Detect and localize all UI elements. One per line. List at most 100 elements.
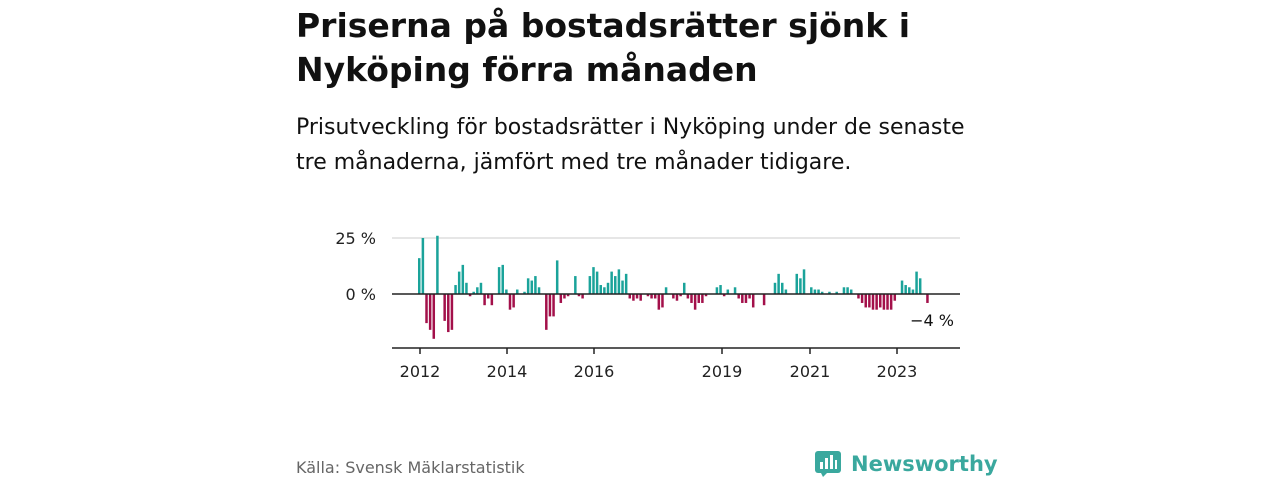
bar	[900, 280, 904, 294]
bar	[784, 289, 788, 294]
bar	[428, 294, 432, 330]
bar	[653, 294, 657, 299]
bar	[781, 282, 784, 294]
x-tick-label: 2019	[702, 362, 743, 381]
bar	[686, 294, 690, 299]
bar	[846, 287, 849, 294]
bar	[614, 276, 617, 294]
y-tick-label: 0 %	[346, 285, 376, 304]
bar	[868, 294, 871, 308]
bar	[661, 294, 664, 308]
source-note: Källa: Svensk Mäklarstatistik	[296, 458, 525, 477]
bar	[595, 271, 599, 294]
bar	[875, 294, 878, 310]
bar	[701, 294, 704, 303]
x-tick-label: 2021	[790, 362, 831, 381]
bar	[432, 294, 436, 339]
bar	[795, 273, 799, 294]
bar	[490, 294, 494, 306]
bar	[548, 294, 552, 317]
bar	[835, 291, 838, 294]
bar	[603, 287, 606, 294]
bar	[715, 287, 719, 294]
x-tick-label: 2014	[487, 362, 528, 381]
bar	[512, 294, 515, 308]
bar	[748, 294, 751, 299]
bar	[635, 294, 639, 299]
axes: 25 % 0 % 2012 2014 2016 2019 2021 2023 −4 %	[335, 229, 960, 381]
bar	[574, 276, 577, 294]
bar	[628, 294, 632, 299]
bar	[505, 289, 508, 294]
bar	[559, 294, 563, 303]
bar	[810, 287, 813, 294]
bar	[450, 294, 454, 330]
bar	[483, 294, 486, 306]
bar	[501, 264, 504, 294]
bar	[465, 282, 468, 294]
bar	[697, 294, 701, 303]
bar	[617, 269, 621, 294]
bar	[693, 294, 697, 310]
bar	[418, 258, 421, 294]
bar	[610, 271, 613, 294]
bar	[911, 289, 915, 294]
bar	[479, 282, 483, 294]
bar	[457, 271, 461, 294]
bar	[526, 278, 530, 294]
bar	[889, 294, 893, 310]
bar	[882, 294, 886, 310]
bar	[675, 294, 679, 301]
bars	[418, 235, 929, 339]
bar	[530, 280, 534, 294]
bar	[744, 294, 748, 303]
bar	[552, 294, 555, 317]
bar	[476, 287, 479, 294]
bar	[682, 282, 686, 294]
bar	[679, 294, 682, 297]
bar	[820, 291, 824, 294]
bar	[606, 282, 610, 294]
bar	[454, 285, 457, 294]
x-tick-label: 2023	[877, 362, 918, 381]
brand-name: Newsworthy	[851, 452, 998, 476]
bar	[566, 294, 570, 297]
bar	[726, 289, 730, 294]
bar	[849, 289, 853, 294]
bar	[646, 294, 650, 297]
bar	[817, 289, 820, 294]
bar	[926, 294, 929, 303]
bar	[777, 273, 780, 294]
bar	[545, 294, 548, 330]
bar	[657, 294, 661, 310]
price-change-chart: 25 % 0 % 2012 2014 2016 2019 2021 2023 −4 %	[335, 229, 960, 381]
bar	[722, 294, 726, 297]
bar	[508, 294, 512, 310]
bar	[624, 273, 628, 294]
bar	[864, 294, 867, 308]
bar	[842, 287, 846, 294]
x-tick-label: 2012	[400, 362, 441, 381]
bar	[563, 294, 566, 299]
chart-title: Priserna på bostadsrätter sjönk i Nyköpi…	[296, 6, 911, 89]
bar	[632, 294, 635, 301]
bar	[468, 294, 472, 297]
bar	[486, 294, 490, 299]
bar	[588, 276, 592, 294]
bar	[534, 276, 537, 294]
bar	[802, 269, 806, 294]
bar	[762, 294, 766, 306]
bar	[461, 264, 465, 294]
bar	[886, 294, 889, 310]
bar	[871, 294, 875, 310]
bar	[733, 287, 737, 294]
bar	[621, 280, 624, 294]
bar	[908, 287, 911, 294]
bar	[860, 294, 864, 303]
bar	[639, 294, 642, 301]
bar	[555, 260, 559, 294]
bar	[704, 294, 708, 297]
bar	[436, 235, 439, 294]
bar	[918, 278, 922, 294]
bar	[599, 285, 602, 294]
